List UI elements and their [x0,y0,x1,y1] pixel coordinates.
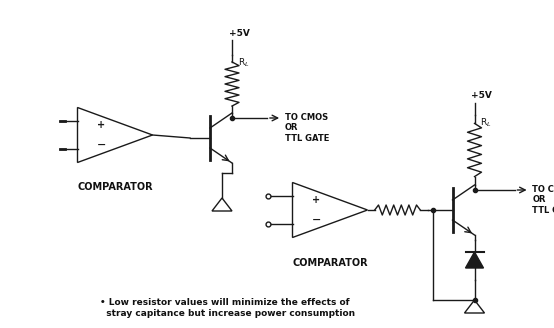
Text: COMPARATOR: COMPARATOR [292,257,368,268]
Text: • Low resistor values will minimize the effects of
  stray capitance but increas: • Low resistor values will minimize the … [100,298,355,318]
Text: TO CMOS
OR
TTL GATE: TO CMOS OR TTL GATE [285,113,330,143]
Text: COMPARATOR: COMPARATOR [77,182,153,193]
Polygon shape [465,252,484,268]
Text: −: − [97,140,106,150]
Text: −: − [312,215,321,225]
Text: +5V: +5V [471,91,493,100]
Text: +: + [98,120,106,130]
Text: R$_L$: R$_L$ [238,57,249,69]
Text: +5V: +5V [229,29,250,38]
Text: +: + [312,195,321,205]
Text: R$_L$: R$_L$ [480,117,492,129]
Text: TO CMOS
OR
TTL GATE: TO CMOS OR TTL GATE [532,185,554,215]
